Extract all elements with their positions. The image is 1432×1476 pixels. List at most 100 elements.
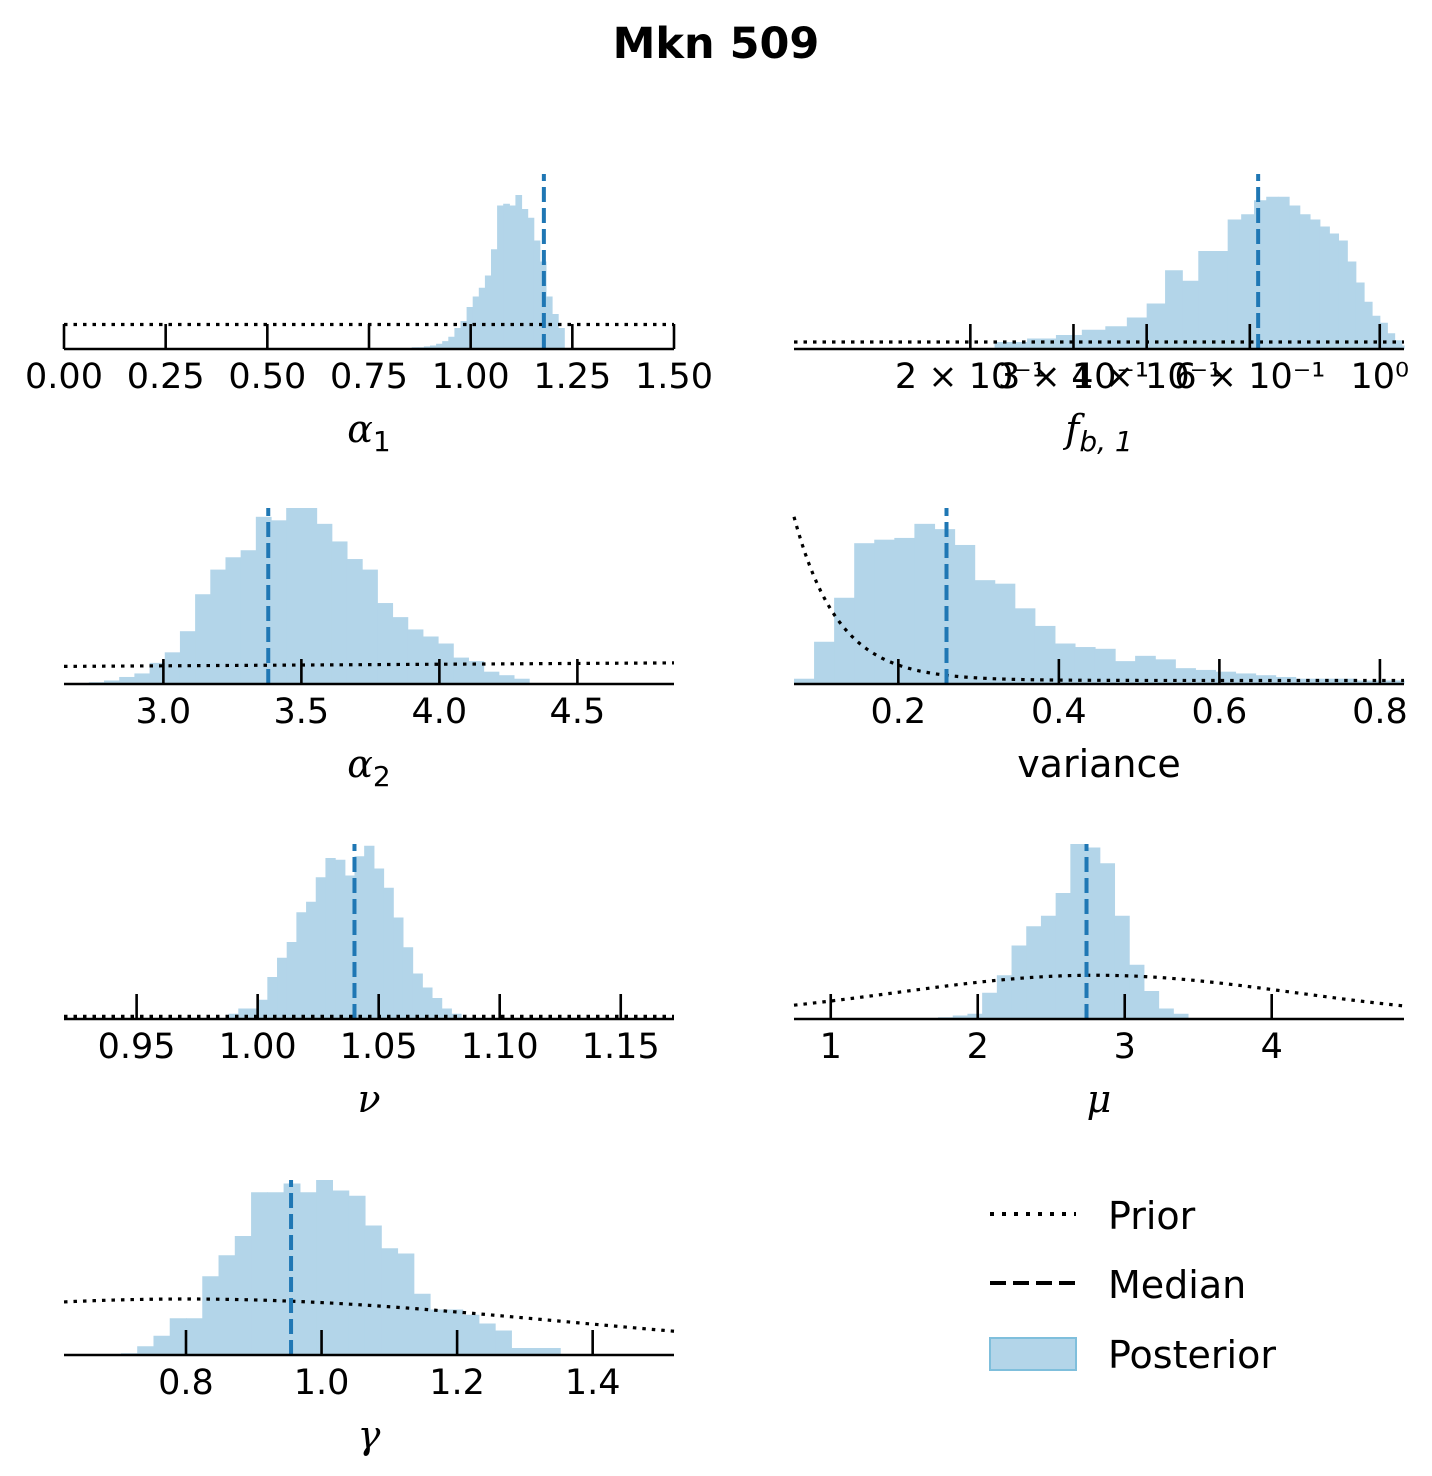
posterior-bar: [1401, 345, 1405, 349]
posterior-bar: [354, 856, 365, 1019]
posterior-bar: [1355, 282, 1365, 349]
posterior-bar: [513, 678, 530, 684]
posterior-bar: [430, 345, 437, 349]
posterior-bar: [1155, 659, 1176, 684]
posterior-bar: [994, 583, 1016, 684]
posterior-bar: [1173, 1013, 1189, 1019]
x-tick-label: 1.2: [429, 1363, 485, 1403]
posterior-bar: [453, 657, 469, 684]
x-axis-label-symbol: α: [347, 742, 373, 786]
posterior-bar: [1319, 226, 1330, 349]
posterior-bar: [1387, 333, 1396, 349]
posterior-bar: [218, 1255, 236, 1355]
panel-gamma: 0.8 1.0 1.2 1.4 γ: [63, 1180, 675, 1457]
posterior-bar: [483, 671, 500, 684]
posterior-bar: [1105, 326, 1128, 349]
posterior-bar: [994, 342, 1028, 349]
prior-curve: [792, 516, 1404, 683]
posterior-bar: [277, 957, 288, 1019]
posterior-bar: [874, 539, 895, 684]
posterior-bar: [448, 336, 455, 349]
x-tick-label: 1.50: [635, 357, 713, 397]
panel-variance: 0.2 0.4 0.6 0.8 variance: [792, 508, 1408, 786]
x-axis-label: ν: [357, 1077, 380, 1121]
posterior-bar: [495, 1330, 512, 1355]
posterior-bar: [431, 998, 443, 1019]
posterior-bar: [854, 543, 875, 684]
x-tick-label: 0.8: [158, 1363, 214, 1403]
x-tick-label: 1.00: [432, 357, 510, 397]
posterior-bar: [894, 537, 915, 684]
posterior-bar: [137, 1346, 155, 1355]
x-tick-label: 0.4: [1031, 692, 1087, 732]
posterior-bar: [1275, 676, 1297, 684]
posterior-bar: [1289, 205, 1301, 349]
legend: Prior Median Posterior: [989, 1194, 1276, 1377]
prior-curve: [793, 973, 1405, 1008]
posterior-bar: [1040, 915, 1057, 1019]
figure-title: Mkn 509: [613, 19, 820, 69]
posterior-bar: [306, 901, 317, 1019]
posterior-bar: [1255, 675, 1277, 684]
posterior-bar: [1364, 301, 1373, 349]
posterior-bar: [527, 1348, 545, 1355]
x-axis-label-symbol: μ: [1087, 1077, 1112, 1121]
x-axis-label-subscript: 2: [373, 760, 391, 793]
posterior-bar: [1182, 280, 1199, 349]
posterior-bar: [149, 662, 166, 684]
posterior-bar: [1295, 678, 1317, 684]
posterior-bar: [257, 999, 268, 1019]
posterior-bar: [1195, 669, 1216, 684]
posterior-bar: [364, 1225, 382, 1355]
posterior-bar: [1299, 214, 1311, 349]
posterior-bar: [543, 1348, 561, 1355]
posterior-bar: [119, 676, 135, 684]
posterior-bar: [238, 1008, 249, 1019]
x-tick-label: 10⁰: [1350, 357, 1409, 397]
x-tick-label: 2: [967, 1027, 989, 1067]
posterior-bar: [296, 912, 307, 1019]
posterior-bar: [1347, 261, 1357, 349]
posterior-bar: [1241, 214, 1255, 349]
panel-alpha1: 0.00 0.25 0.50 0.75 1.00 1.25 1.50 α1: [25, 174, 713, 458]
posterior-bar: [1329, 233, 1340, 349]
posterior-bar: [381, 1248, 399, 1355]
posterior-bar: [383, 887, 394, 1019]
posterior-bar: [511, 1348, 529, 1355]
posterior-bar: [286, 508, 302, 684]
posterior-bar: [234, 1236, 252, 1355]
posterior-bar: [794, 678, 815, 684]
posterior-bar: [153, 1335, 171, 1355]
x-tick-label: 1.0: [294, 1363, 350, 1403]
x-axis-label: α1: [347, 407, 391, 458]
x-axis-label-symbol: α: [347, 407, 373, 451]
posterior-bar: [974, 580, 996, 684]
posterior-bar: [247, 1008, 259, 1019]
prior-curve: [63, 661, 675, 668]
panel-mu: 1 2 3 4 μ: [793, 844, 1405, 1121]
posterior-bar: [1014, 608, 1036, 684]
posterior-bar: [1213, 251, 1229, 349]
x-axis-label-symbol: ν: [357, 1077, 380, 1121]
x-tick-label: 1.10: [461, 1027, 539, 1067]
posterior-bar: [267, 977, 278, 1019]
panel-nu: 0.95 1.00 1.05 1.10 1.15 ν: [64, 844, 674, 1121]
x-tick-label: 0.25: [127, 357, 205, 397]
posterior-bar: [1254, 200, 1267, 349]
posterior-bar: [104, 680, 120, 684]
posterior-bar: [1027, 338, 1057, 349]
posterior-bar: [1375, 680, 1397, 684]
x-tick-label: 1.00: [219, 1027, 297, 1067]
posterior-bar: [346, 559, 363, 684]
posterior-bar: [422, 987, 433, 1019]
posterior-bar: [377, 603, 394, 684]
posterior-bar: [255, 516, 272, 684]
posterior-bar: [442, 341, 449, 350]
posterior-bar: [478, 287, 486, 349]
posterior-bar: [1070, 844, 1086, 1019]
x-tick-label: 2 × 10⁻¹: [895, 357, 1046, 397]
x-tick-label: 0.8: [1352, 692, 1408, 732]
posterior-bar: [195, 594, 211, 684]
posterior-bar: [1034, 625, 1056, 684]
